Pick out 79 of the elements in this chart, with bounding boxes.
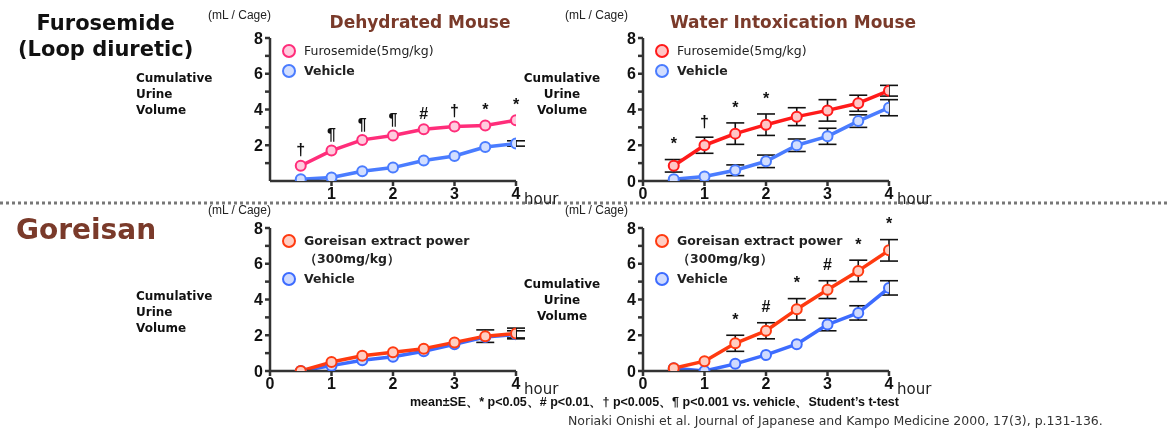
x-axis-title: hour	[897, 190, 933, 209]
x-tick-label: 2	[388, 185, 398, 203]
text: Furosemide (Loop diuretic)	[18, 10, 194, 62]
y-axis-title: Cumulative Urine Volume	[523, 70, 601, 118]
legend-label: Furosemide(5mg/kg)	[304, 42, 434, 60]
x-tick-label: 4	[511, 375, 521, 393]
annotation: *	[762, 89, 770, 107]
x-tick-label: 3	[823, 185, 833, 203]
x-tick-label: 4	[884, 375, 894, 393]
x-tick-label: 4	[511, 185, 521, 203]
annotation: *	[732, 98, 740, 116]
x-tick-label: 3	[823, 375, 833, 393]
y-tick-label: 0	[254, 362, 264, 380]
annotation: *	[793, 274, 801, 292]
annotation: *	[670, 135, 678, 153]
annotation: †	[296, 141, 306, 159]
y-axis-title: Cumulative Urine Volume	[136, 288, 214, 336]
x-tick-label: 1	[327, 185, 337, 203]
y-tick-label: 2	[254, 136, 264, 154]
y-tick-label: 0	[627, 362, 637, 380]
text: (mL / Cage)	[565, 203, 628, 217]
chart-title: Water Intoxication Mouse	[668, 12, 918, 32]
annotation: †	[450, 102, 459, 120]
x-tick-label: 1	[700, 375, 710, 393]
annotation: *	[512, 95, 520, 113]
annotation: #	[761, 298, 771, 316]
x-tick-label: 2	[761, 185, 771, 203]
legend-label: Vehicle	[304, 270, 355, 288]
x-tick-label: 3	[450, 375, 460, 393]
annotation: *	[732, 310, 740, 328]
text: (mL / Cage)	[565, 8, 628, 22]
y-tick-label: 6	[254, 255, 264, 273]
x-axis-title: hour	[524, 190, 560, 209]
annotation: †	[700, 112, 709, 130]
y-tick-label: 8	[254, 29, 264, 47]
y-tick-label: 4	[627, 291, 637, 309]
y-tick-label: 2	[627, 136, 637, 154]
text: mean±SE、* p<0.05、# p<0.01、† p<0.005、¶ p<0.001 vs. vehicle、Student’s t-test	[410, 394, 899, 411]
y-tick-label: 6	[627, 255, 637, 273]
y-tick-label: 8	[627, 219, 637, 237]
y-tick-label: 6	[627, 65, 637, 83]
annotation: *	[855, 235, 863, 253]
text: Noriaki Onishi et al. Journal of Japanese and Kampo Medicine 2000, 17(3), p.131-136.	[568, 413, 1103, 428]
y-tick-label: 2	[627, 326, 637, 344]
y-tick-label: 8	[627, 29, 637, 47]
legend-label: Vehicle	[677, 270, 728, 288]
x-tick-label: 0	[638, 185, 648, 203]
text: (mL / Cage)	[208, 203, 271, 217]
legend-label: Goreisan extract power （300mg/kg）	[304, 232, 470, 268]
y-tick-label: 4	[627, 101, 637, 119]
text: Goreisan	[16, 213, 157, 246]
x-axis-title: hour	[897, 380, 933, 399]
y-tick-label: 4	[254, 291, 264, 309]
x-tick-label: 1	[327, 375, 337, 393]
annotation: ¶	[357, 115, 367, 133]
annotation: ¶	[388, 111, 398, 129]
x-tick-label: 4	[884, 185, 894, 203]
chart-title: Dehydrated Mouse	[328, 12, 512, 32]
legend-label: Vehicle	[304, 62, 355, 80]
annotation: *	[885, 215, 893, 233]
x-tick-label: 1	[700, 185, 710, 203]
x-tick-label: 3	[450, 185, 460, 203]
annotation: ¶	[327, 126, 337, 144]
y-tick-label: 2	[254, 326, 264, 344]
y-tick-label: 8	[254, 219, 264, 237]
y-axis-title: Cumulative Urine Volume	[136, 70, 214, 118]
y-tick-label: 0	[627, 172, 637, 190]
legend-label: Furosemide(5mg/kg)	[677, 42, 807, 60]
y-tick-label: 6	[254, 65, 264, 83]
x-tick-label: 2	[761, 375, 771, 393]
y-tick-label: 4	[254, 101, 264, 119]
annotation: *	[482, 101, 490, 119]
x-tick-label: 0	[638, 375, 648, 393]
legend-label: Vehicle	[677, 62, 728, 80]
text: (mL / Cage)	[208, 8, 271, 22]
y-axis-title: Cumulative Urine Volume	[523, 276, 601, 324]
x-tick-label: 0	[265, 375, 275, 393]
x-tick-label: 2	[388, 375, 398, 393]
annotation: #	[419, 104, 429, 122]
